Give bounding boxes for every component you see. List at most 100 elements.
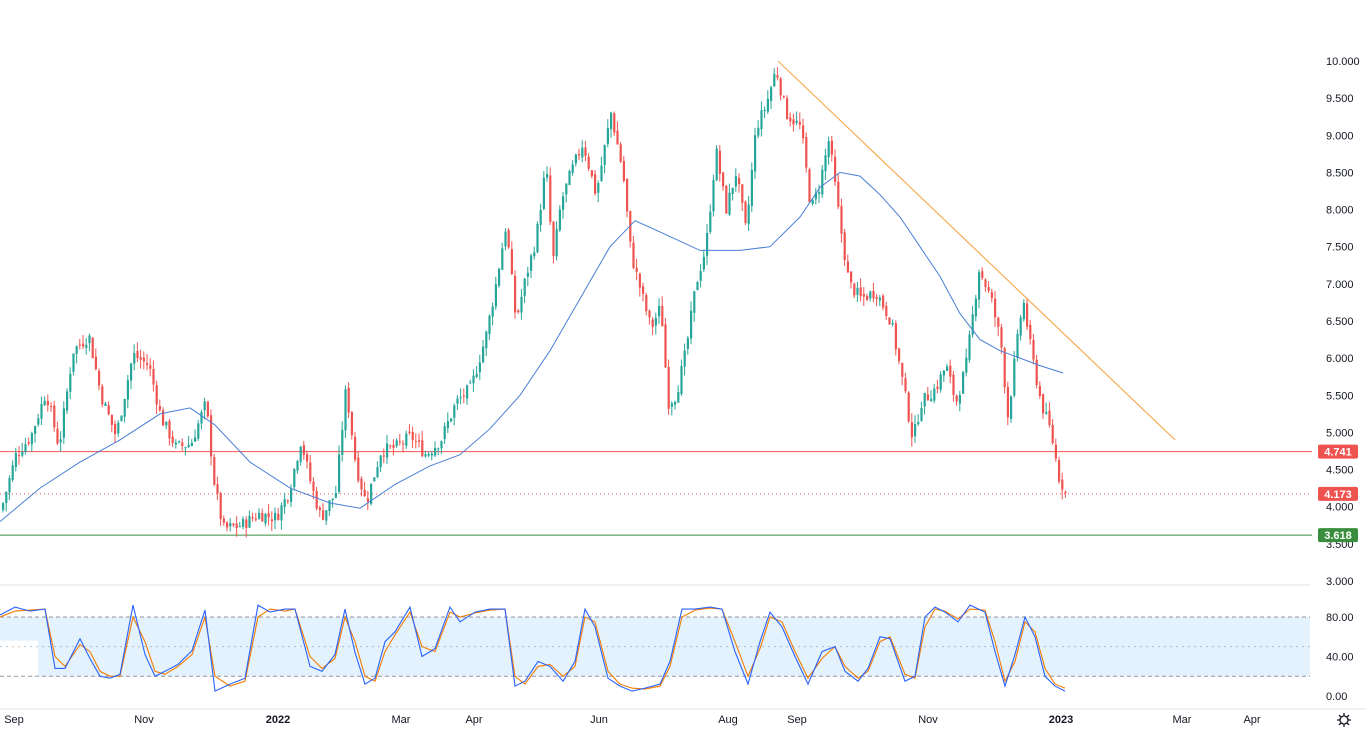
candle	[766, 90, 769, 114]
candle-body	[184, 447, 187, 449]
candle-body	[491, 306, 494, 317]
candle	[206, 400, 209, 419]
candle-body	[421, 440, 424, 457]
candle-body	[971, 314, 974, 335]
candle	[770, 85, 773, 110]
candle	[30, 431, 33, 452]
candle-body	[974, 298, 977, 317]
candle-body	[837, 181, 840, 207]
candle-body	[539, 209, 542, 225]
candle-body	[82, 343, 85, 347]
candle	[763, 106, 766, 119]
candle-body	[635, 267, 638, 272]
candle-body	[8, 478, 11, 493]
y-tick-label: 7.000	[1326, 279, 1354, 291]
candle	[888, 317, 891, 325]
candle	[469, 379, 472, 384]
candle-body	[997, 317, 1000, 327]
candle-body	[501, 248, 504, 270]
candle	[462, 388, 465, 404]
candle-body	[1000, 327, 1003, 348]
candle	[869, 290, 872, 302]
candle	[942, 370, 945, 382]
candle	[680, 359, 683, 397]
candle-body	[232, 523, 235, 526]
candle	[110, 414, 113, 433]
candle	[872, 282, 875, 303]
candle	[1048, 402, 1051, 428]
candle-body	[683, 350, 686, 367]
candle	[616, 121, 619, 145]
oscillator-lines-group	[0, 604, 1066, 692]
candle	[245, 516, 248, 538]
candle	[830, 135, 833, 162]
candle-body	[536, 224, 539, 253]
candle-body	[776, 75, 779, 78]
candle	[974, 294, 977, 322]
candle	[971, 305, 974, 338]
candle-body	[750, 169, 753, 206]
candle-body	[638, 273, 641, 288]
oscillator-tick-label: 0.00	[1326, 691, 1347, 703]
candle-body	[379, 455, 382, 468]
candle-body	[690, 310, 693, 339]
downtrend-line	[777, 60, 1176, 441]
candle-body	[293, 468, 296, 488]
candle-body	[699, 271, 702, 281]
candle	[802, 118, 805, 144]
candle-body	[162, 410, 165, 426]
candle	[891, 319, 894, 327]
settings-gear-icon[interactable]	[1336, 712, 1352, 728]
candle-body	[990, 292, 993, 299]
candle	[949, 359, 952, 384]
candle	[258, 508, 261, 520]
candle-body	[770, 87, 773, 102]
candle	[424, 450, 427, 458]
candle-body	[280, 505, 283, 521]
candle-body	[1010, 396, 1013, 419]
candle	[408, 424, 411, 435]
candle-body	[520, 296, 523, 313]
candle-body	[613, 113, 616, 133]
candle	[443, 422, 446, 444]
candle-body	[203, 401, 206, 411]
candle-body	[840, 206, 843, 234]
candle	[827, 136, 830, 165]
candle-body	[498, 268, 501, 286]
candle	[37, 413, 40, 427]
candle-body	[229, 523, 232, 527]
candle	[786, 95, 789, 120]
candle-body	[37, 418, 40, 425]
stochastic-k-line	[0, 604, 1066, 692]
candle	[440, 440, 443, 455]
candle	[776, 67, 779, 81]
candle	[597, 180, 600, 203]
candle	[933, 383, 936, 404]
candle-body	[392, 444, 395, 448]
candle-body	[254, 518, 257, 520]
candle-body	[894, 323, 897, 350]
candle	[622, 155, 625, 183]
candle-body	[181, 442, 184, 446]
candle-body	[286, 500, 289, 502]
candle-body	[882, 295, 885, 308]
candle-body	[1042, 394, 1045, 414]
candle	[581, 140, 584, 163]
candle	[955, 394, 958, 406]
candle	[8, 475, 11, 500]
candle	[296, 459, 299, 474]
candle	[62, 401, 65, 444]
candle	[792, 113, 795, 132]
candle	[645, 292, 648, 316]
candle	[459, 388, 462, 405]
candle-body	[290, 489, 293, 502]
candle	[360, 476, 363, 497]
candle-body	[987, 287, 990, 291]
candle	[1019, 314, 1022, 341]
price-levels-group	[0, 451, 1312, 536]
candle	[91, 336, 94, 359]
candle	[139, 349, 142, 369]
candle	[917, 414, 920, 427]
candle-body	[651, 319, 654, 327]
